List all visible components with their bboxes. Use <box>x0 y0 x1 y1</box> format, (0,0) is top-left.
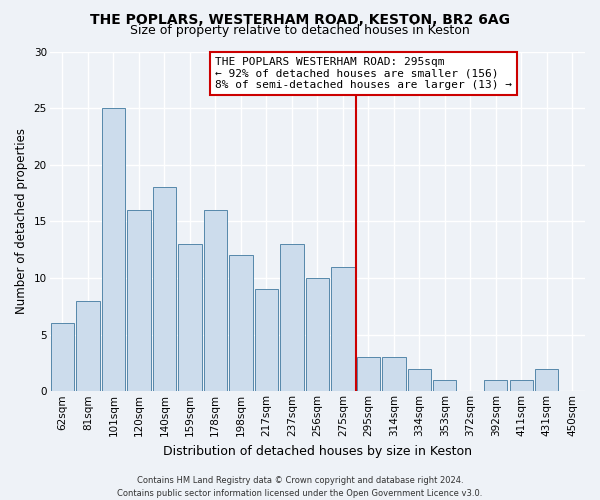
Bar <box>433 380 457 392</box>
Bar <box>484 380 508 392</box>
Bar <box>152 188 176 392</box>
X-axis label: Distribution of detached houses by size in Keston: Distribution of detached houses by size … <box>163 444 472 458</box>
Bar <box>101 108 125 392</box>
Text: THE POPLARS, WESTERHAM ROAD, KESTON, BR2 6AG: THE POPLARS, WESTERHAM ROAD, KESTON, BR2… <box>90 12 510 26</box>
Bar <box>229 256 253 392</box>
Bar <box>305 278 329 392</box>
Bar <box>509 380 533 392</box>
Bar <box>76 300 100 392</box>
Text: Contains HM Land Registry data © Crown copyright and database right 2024.
Contai: Contains HM Land Registry data © Crown c… <box>118 476 482 498</box>
Bar <box>280 244 304 392</box>
Bar <box>331 266 355 392</box>
Bar <box>254 290 278 392</box>
Bar <box>127 210 151 392</box>
Bar <box>382 358 406 392</box>
Text: Size of property relative to detached houses in Keston: Size of property relative to detached ho… <box>130 24 470 37</box>
Bar <box>535 368 559 392</box>
Bar <box>203 210 227 392</box>
Bar <box>50 324 74 392</box>
Bar <box>356 358 380 392</box>
Bar <box>407 368 431 392</box>
Text: THE POPLARS WESTERHAM ROAD: 295sqm
← 92% of detached houses are smaller (156)
8%: THE POPLARS WESTERHAM ROAD: 295sqm ← 92%… <box>215 57 512 90</box>
Bar <box>178 244 202 392</box>
Y-axis label: Number of detached properties: Number of detached properties <box>15 128 28 314</box>
